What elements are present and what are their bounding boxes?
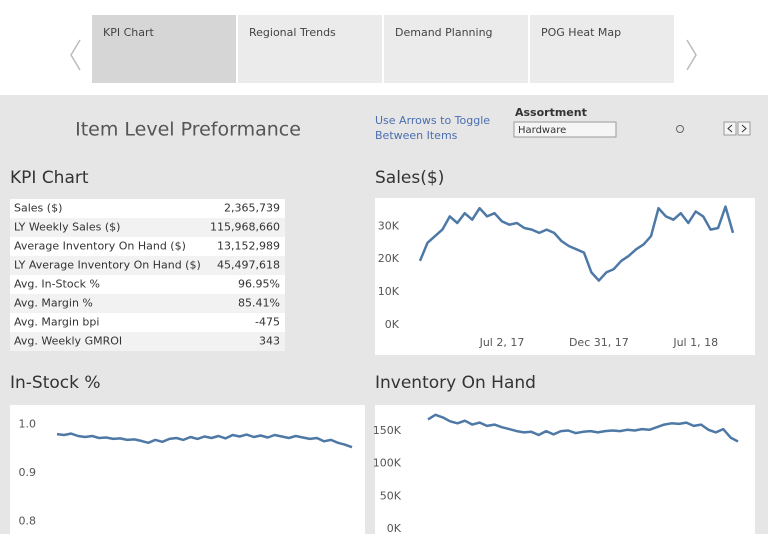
chart-title: Inventory On Hand: [375, 373, 536, 393]
y-tick-label: 30K: [378, 219, 400, 232]
chart-title: Sales($): [375, 168, 444, 188]
kpi-label: Avg. Margin bpi: [14, 316, 99, 329]
y-tick-label: 150K: [373, 424, 402, 437]
x-tick-label: Jul 1, 18: [672, 336, 718, 349]
kpi-label: Avg. In-Stock %: [14, 278, 100, 291]
y-tick-label: 0.8: [19, 514, 37, 527]
kpi-row: [10, 294, 285, 313]
kpi-value: 85.41%: [238, 297, 280, 310]
y-tick-label: 50K: [380, 489, 402, 502]
kpi-label: Sales ($): [14, 202, 62, 215]
toggle-note: Use Arrows to Toggle: [375, 114, 490, 127]
chart-panel: [10, 405, 365, 534]
y-tick-label: 20K: [378, 252, 400, 265]
charts: Sales($) 0K 10K 20K 30K Jul 2, 17 Dec 31, 17 Ju…: [10, 168, 755, 534]
kpi-label: Avg. Margin %: [14, 297, 93, 310]
tab-label: POG Heat Map: [541, 26, 621, 39]
radio[interactable]: [676, 125, 684, 133]
kpi-value: 45,497,618: [217, 259, 280, 272]
prev-tab-arrow[interactable]: [70, 39, 81, 71]
tab[interactable]: [92, 15, 236, 83]
kpi-value: 115,968,660: [210, 221, 280, 234]
arrow-icon: [741, 124, 747, 133]
kpi-value: 13,152,989: [217, 240, 280, 253]
y-tick-label: 10K: [378, 285, 400, 298]
next-item-button[interactable]: [737, 121, 751, 136]
kpi-value: 96.95%: [238, 278, 280, 291]
kpi-value: 343: [259, 335, 280, 348]
chart-title: In-Stock %: [10, 373, 101, 393]
line: [56, 432, 353, 449]
chart-panel: [375, 198, 755, 355]
kpi-value: -475: [255, 316, 280, 329]
kpi-label: Average Inventory On Hand ($): [14, 240, 186, 253]
tab[interactable]: [238, 15, 382, 83]
kpi-label: Avg. Weekly GMROI: [14, 335, 122, 348]
x-tick-label: Jul 2, 17: [479, 336, 525, 349]
page-title: Item Level Preformance: [75, 119, 301, 141]
kpi-label: LY Average Inventory On Hand ($): [14, 259, 201, 272]
kpi-row: [10, 332, 285, 351]
prev-item-button[interactable]: [723, 121, 737, 136]
kpi-row: [10, 256, 285, 275]
kpi-label: LY Weekly Sales ($): [14, 221, 120, 234]
kpi-title: KPI Chart: [10, 168, 89, 188]
tab[interactable]: [530, 15, 674, 83]
kpi-row: [10, 218, 285, 237]
kpi-row: [10, 275, 285, 294]
y-tick-label: 0.9: [19, 466, 37, 479]
tab-label: Regional Trends: [249, 26, 336, 39]
line: [427, 413, 739, 443]
assortment-dropdown[interactable]: [513, 121, 617, 138]
tab-label: KPI Chart: [103, 26, 155, 39]
tabs: KPI Chart Regional Trends Demand Planning P…: [92, 15, 674, 83]
tab[interactable]: [384, 15, 528, 83]
kpi-table: Sales ($) 2,365,739 LY Weekly Sales ($) 115…: [10, 199, 285, 351]
tab-label: Demand Planning: [395, 26, 493, 39]
chart-panel: [375, 405, 755, 534]
toggle-note: Between Items: [375, 129, 458, 142]
line: [418, 205, 735, 282]
next-tab-arrow[interactable]: [686, 39, 697, 71]
assortment-value: Hardware: [518, 125, 566, 136]
kpi-value: 2,365,739: [224, 202, 280, 215]
y-tick-label: 100K: [373, 457, 402, 470]
kpi-row: [10, 313, 285, 332]
y-tick-label: 1.0: [19, 417, 37, 430]
y-tick-label: 0K: [385, 318, 400, 331]
kpi-row: [10, 199, 285, 218]
kpi-row: [10, 237, 285, 256]
y-tick-label: 0K: [387, 522, 402, 534]
arrow-icon: [727, 124, 733, 133]
x-tick-label: Dec 31, 17: [569, 336, 629, 349]
assortment-label: Assortment: [515, 106, 587, 119]
